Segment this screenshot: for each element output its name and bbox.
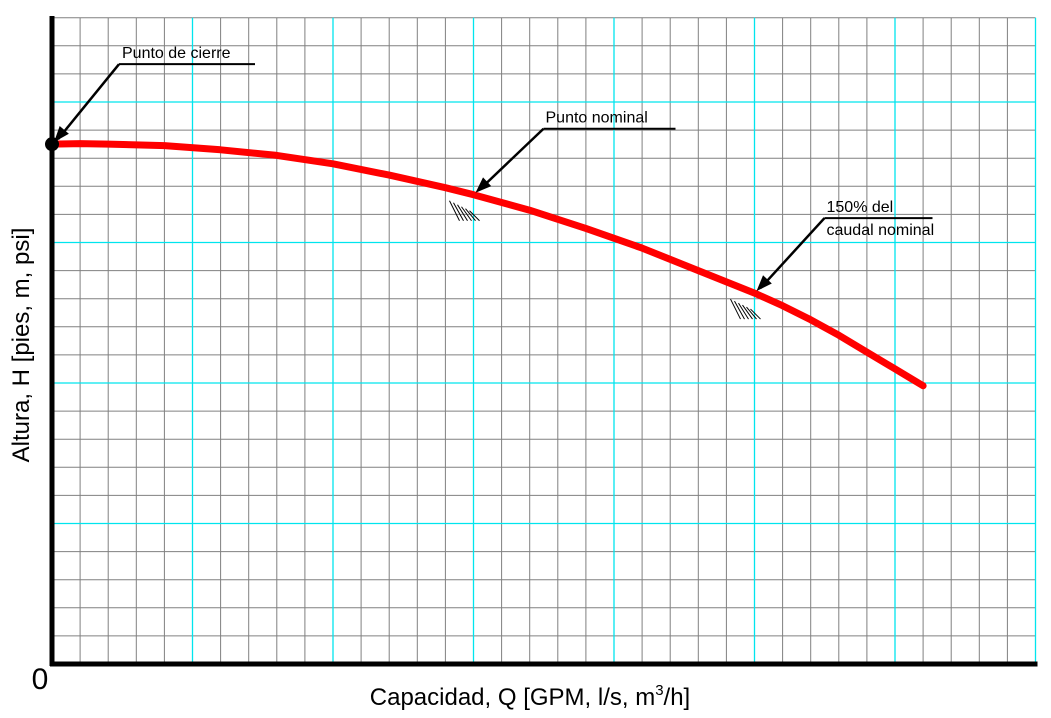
hatch-mark — [750, 308, 761, 320]
annotation-label: 150% del — [827, 199, 894, 216]
x-axis-label: Capacidad, Q [GPM, l/s, m3/h] — [370, 682, 690, 711]
hatch-mark — [730, 298, 741, 320]
axes — [49, 16, 1038, 667]
annotation-label: caudal nominal — [827, 222, 935, 239]
hatch-mark — [469, 210, 480, 222]
annotation-label: Punto nominal — [546, 110, 648, 127]
hatch-mark — [746, 306, 757, 320]
annotation-arrow — [759, 217, 826, 289]
curve-layer — [45, 137, 927, 390]
head-curve-series-0 — [48, 140, 927, 390]
grid — [52, 17, 1037, 664]
hatch-mark — [465, 208, 476, 222]
hatch-mark — [457, 204, 468, 221]
annotation-arrow — [478, 127, 545, 191]
hatch-mark — [461, 206, 472, 222]
annotation-arrow — [57, 63, 120, 140]
origin-label: 0 — [32, 663, 49, 696]
annotation-label: Punto de cierre — [122, 45, 231, 62]
hatch-mark — [453, 202, 464, 221]
annotations: Punto de cierre Punto nominal 150% del caud… — [54, 45, 935, 292]
y-axis-label: Altura, H [pies, m, psi] — [8, 228, 35, 463]
hatch-mark — [734, 300, 745, 320]
hatch-mark — [449, 200, 460, 221]
hatch-mark — [742, 304, 753, 320]
annotation-arrowhead — [54, 126, 69, 143]
annotation-arrowhead — [756, 275, 772, 292]
annotation-arrowhead — [475, 177, 492, 193]
hatch-mark — [738, 302, 749, 320]
